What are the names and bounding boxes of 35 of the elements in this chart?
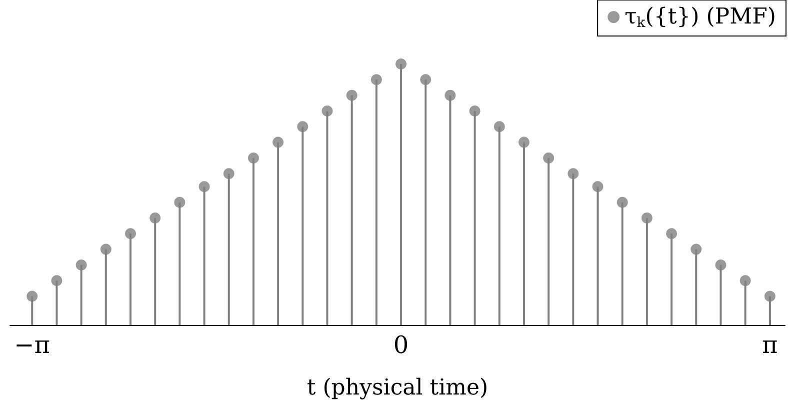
point [248,152,259,164]
x-tick-label: π [762,331,778,359]
point [150,212,161,224]
point [297,121,308,132]
point [174,196,186,208]
point [198,181,210,192]
point [543,152,554,164]
x-tick-label: 0 [393,331,409,359]
point [764,290,776,302]
point [568,168,579,180]
point [740,275,751,286]
x-tick-label: −π [14,331,50,359]
point [51,275,62,286]
point [444,90,456,101]
point [616,196,628,208]
point [346,90,358,101]
point [125,228,136,240]
point [715,259,726,270]
point [690,244,702,255]
point [100,244,112,255]
point [420,74,432,86]
point [370,74,382,86]
x-axis-title: t (physical time) [306,376,488,400]
point [641,212,652,224]
point [272,136,284,148]
point [494,121,505,132]
point [76,259,87,270]
point [666,228,678,240]
point [223,168,234,180]
point [322,105,333,116]
point [469,105,480,116]
point [592,181,604,192]
point [518,136,530,148]
point [26,290,38,302]
point [396,58,407,70]
